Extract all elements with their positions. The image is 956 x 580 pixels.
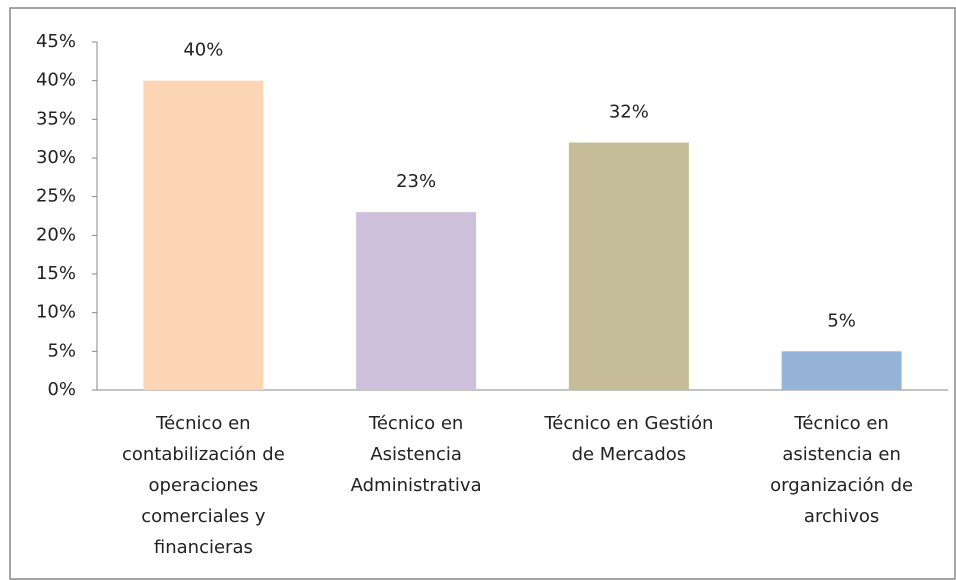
bar [356,212,477,390]
y-tick-label: 10% [36,302,76,323]
bar [568,142,689,390]
x-tick-label: Técnico en asistencia en organización de… [770,413,914,527]
y-tick-label: 40% [36,70,76,91]
y-tick-label: 45% [36,31,76,52]
value-label: 32% [609,102,649,123]
y-tick-label: 35% [36,108,76,129]
y-tick-label: 20% [36,224,76,245]
bar [143,80,264,391]
chart-border [9,7,956,580]
value-label: 40% [183,40,223,61]
value-label: 5% [827,310,856,331]
y-tick-label: 5% [47,340,76,361]
x-tick-label: Técnico en Asistencia Administrativa [350,413,482,496]
x-tick-label: Técnico en Gestión de Mercados [544,413,714,465]
y-tick-label: 0% [47,379,76,400]
x-tick-label: Técnico en contabilización de operacione… [121,413,285,558]
y-tick-label: 30% [36,147,76,168]
bar [781,351,902,390]
value-label: 23% [396,171,436,192]
y-tick-label: 15% [36,263,76,284]
y-tick-label: 25% [36,186,76,207]
